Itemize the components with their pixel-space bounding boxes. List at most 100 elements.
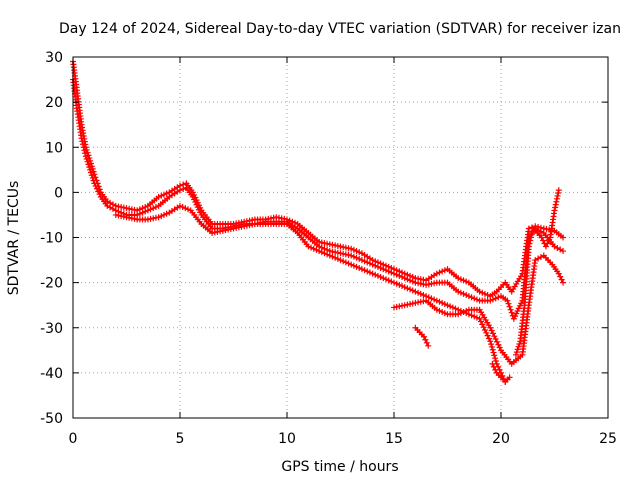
- data-point: [431, 296, 438, 303]
- data-point: [540, 237, 547, 244]
- data-point: [527, 237, 534, 244]
- data-point: [353, 254, 360, 261]
- data-point: [479, 289, 486, 296]
- data-point: [348, 252, 355, 259]
- data-point: [90, 168, 97, 175]
- data-point: [463, 278, 470, 285]
- data-point: [457, 276, 464, 283]
- data-point: [182, 205, 189, 212]
- data-point: [481, 327, 488, 334]
- series-track-d: [391, 252, 567, 367]
- data-point: [514, 346, 521, 353]
- data-point: [553, 198, 560, 205]
- data-point: [492, 366, 499, 373]
- data-point: [455, 311, 462, 318]
- data-point: [96, 186, 103, 193]
- data-point: [552, 201, 559, 208]
- data-point: [342, 259, 349, 266]
- data-point: [420, 333, 427, 340]
- data-point: [557, 273, 564, 280]
- data-point: [433, 306, 440, 313]
- data-point: [473, 296, 480, 303]
- data-point: [350, 246, 357, 253]
- series-line: [72, 61, 564, 298]
- data-point: [364, 259, 371, 266]
- data-point: [487, 324, 494, 331]
- data-point: [551, 207, 558, 214]
- data-point: [483, 329, 490, 336]
- data-point: [492, 355, 499, 362]
- data-point: [496, 344, 503, 351]
- data-point: [350, 262, 357, 269]
- data-point: [512, 351, 519, 358]
- data-point: [329, 253, 336, 260]
- data-point: [87, 160, 94, 167]
- data-point: [163, 210, 170, 217]
- data-point: [372, 271, 379, 278]
- data-point: [356, 249, 363, 256]
- data-point: [350, 253, 357, 260]
- x-tick-label: 25: [599, 431, 617, 447]
- y-tick-label: 20: [45, 95, 63, 111]
- data-point: [382, 276, 389, 283]
- data-point: [409, 273, 416, 280]
- data-point: [476, 288, 483, 295]
- data-point: [388, 264, 395, 271]
- data-point: [457, 289, 464, 296]
- data-point: [439, 299, 446, 306]
- data-point: [490, 363, 497, 370]
- data-point: [289, 218, 296, 225]
- data-point: [415, 289, 422, 296]
- data-point: [425, 294, 432, 301]
- data-point: [377, 273, 384, 280]
- data-point: [493, 338, 500, 345]
- series-track-g: [512, 187, 562, 358]
- data-point: [471, 295, 478, 302]
- data-point: [428, 295, 435, 302]
- data-point: [388, 278, 395, 285]
- data-point: [528, 231, 535, 238]
- data-point: [353, 248, 360, 255]
- grid: [73, 57, 608, 418]
- data-point: [366, 260, 373, 267]
- data-point: [158, 213, 165, 220]
- data-point: [491, 352, 498, 359]
- data-point: [85, 152, 92, 159]
- data-point: [305, 243, 312, 250]
- data-point: [180, 181, 187, 188]
- x-tick-label: 20: [492, 431, 510, 447]
- data-point: [457, 310, 464, 317]
- data-point: [491, 333, 498, 340]
- data-point: [321, 250, 328, 257]
- data-point: [526, 240, 533, 247]
- data-point: [374, 259, 381, 266]
- data-point: [422, 336, 429, 343]
- data-point: [425, 342, 432, 349]
- data-point: [332, 254, 339, 261]
- data-point: [385, 277, 392, 284]
- data-point: [485, 335, 492, 342]
- data-point: [364, 268, 371, 275]
- data-point: [142, 204, 149, 211]
- data-point: [160, 191, 167, 198]
- data-point: [560, 248, 567, 255]
- data-point: [337, 257, 344, 264]
- series-track-a: [70, 76, 567, 322]
- data-point: [401, 270, 408, 277]
- data-point: [353, 263, 360, 270]
- data-point: [356, 255, 363, 262]
- y-tick-label: -10: [40, 231, 63, 247]
- data-point: [525, 243, 532, 250]
- data-point: [361, 267, 368, 274]
- data-point: [334, 255, 341, 262]
- data-point: [441, 267, 448, 274]
- data-point: [468, 312, 475, 319]
- data-point: [92, 174, 99, 181]
- data-point: [401, 284, 408, 291]
- data-point: [527, 234, 534, 241]
- data-point: [552, 204, 559, 211]
- data-point: [490, 349, 497, 356]
- data-point: [423, 339, 430, 346]
- data-point: [489, 330, 496, 337]
